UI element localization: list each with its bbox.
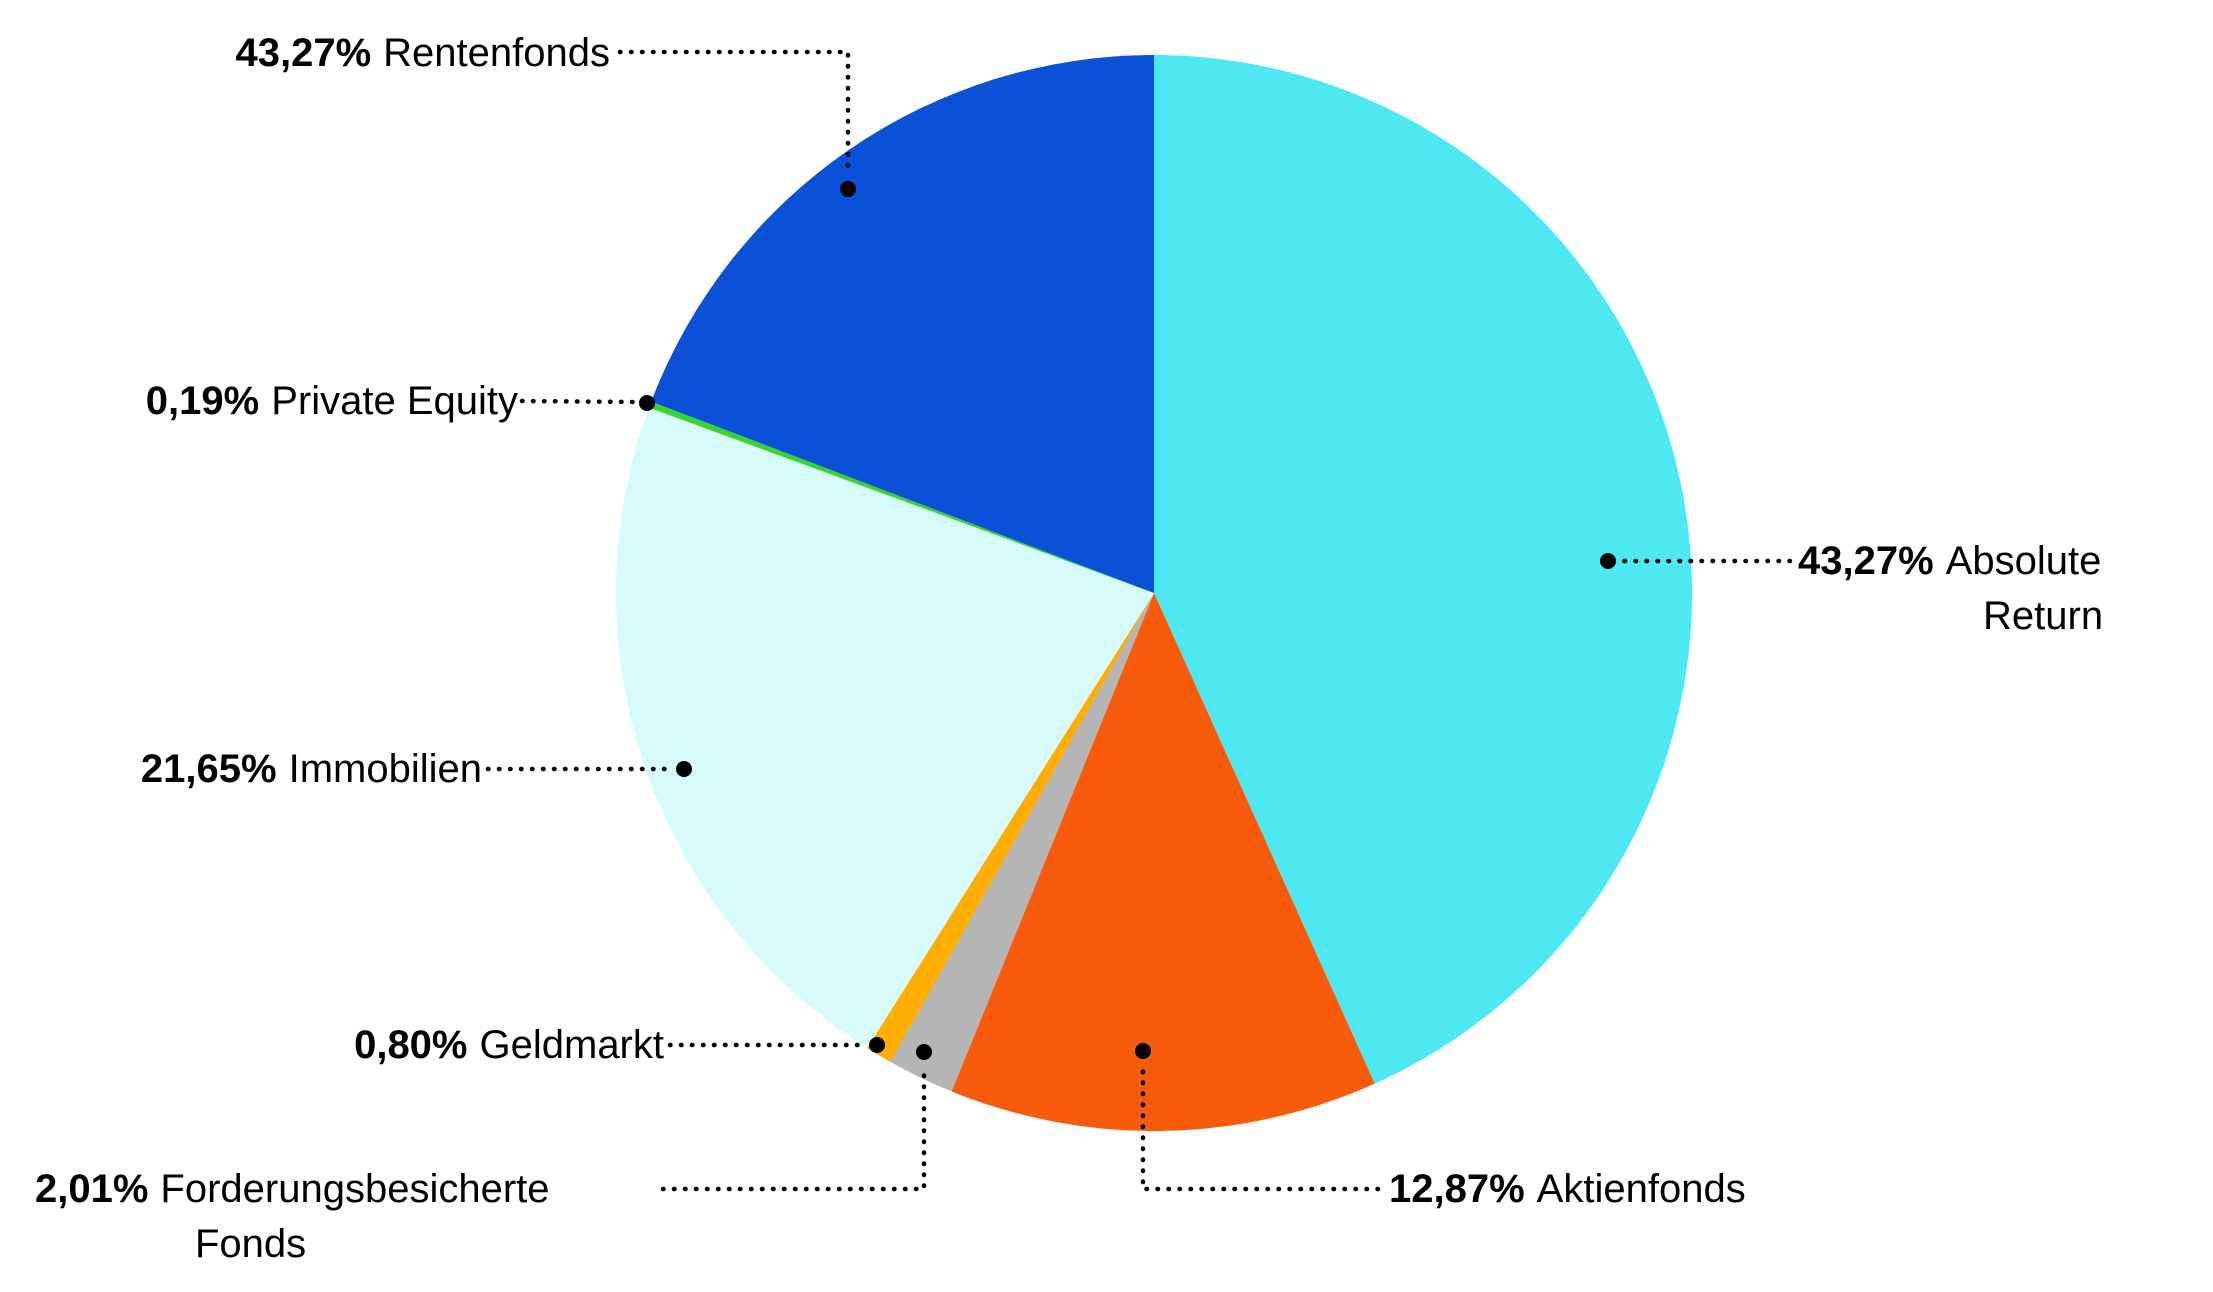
callout-dot-forderungsbesicherte-fonds	[916, 1044, 932, 1060]
label-private-equity-name: Private Equity	[271, 379, 518, 423]
label-aktienfonds: 12,87% Aktienfonds	[1389, 1162, 1746, 1217]
pie-slice-geldmarkt	[867, 593, 1154, 1062]
label-forderungsbesicherte-name-line1: Forderungsbesicherte	[160, 1167, 550, 1211]
label-geldmarkt-percent: 0,80%	[354, 1023, 468, 1067]
callout-dot-immobilien	[676, 761, 692, 777]
leader-line-rentenfonds	[617, 49, 851, 179]
leader-line-aktienfonds	[1140, 1061, 1381, 1192]
callout-dot-aktienfonds	[1135, 1043, 1151, 1059]
label-rentenfonds-percent: 43,27%	[235, 31, 372, 75]
callout-dot-geldmarkt	[869, 1037, 885, 1053]
label-forderungsbesicherte-fonds: 2,01% Forderungsbesicherte Fonds	[35, 1162, 550, 1272]
label-rentenfonds: 43,27% Rentenfonds	[80, 26, 610, 81]
callout-dot-absolute-return	[1600, 553, 1616, 569]
label-aktienfonds-name: Aktienfonds	[1536, 1167, 1746, 1211]
label-forderungsbesicherte-name-line2: Fonds	[195, 1222, 307, 1266]
callout-dot-rentenfonds	[840, 181, 856, 197]
label-forderungsbesicherte-line1: 2,01% Forderungsbesicherte	[35, 1162, 550, 1217]
pie-slice-immobilien	[615, 407, 1154, 1049]
pie-slice-forderungsbesicherte-fonds	[890, 593, 1154, 1092]
label-immobilien: 21,65% Immobilien	[56, 742, 482, 797]
label-rentenfonds-name: Rentenfonds	[383, 31, 610, 75]
label-absolute-return-line1: 43,27% Absolute	[1798, 534, 2103, 589]
label-immobilien-name: Immobilien	[288, 747, 482, 791]
label-private-equity: 0,19% Private Equity	[38, 374, 518, 429]
pie-slice-absolute-return	[1154, 55, 1692, 1084]
pie-slice-private-equity	[648, 401, 1154, 593]
label-geldmarkt: 0,80% Geldmarkt	[236, 1018, 664, 1073]
callout-dot-private-equity	[639, 395, 655, 411]
label-geldmarkt-name: Geldmarkt	[479, 1023, 665, 1067]
label-absolute-return-percent: 43,27%	[1798, 539, 1934, 583]
leader-line-forderungsbesicherte-fonds	[660, 1062, 927, 1192]
leader-line-private-equity	[519, 398, 637, 405]
pie-slice-rentenfonds	[651, 55, 1154, 593]
label-private-equity-percent: 0,19%	[145, 379, 260, 423]
pie-slice-aktienfonds	[951, 593, 1375, 1131]
label-absolute-return-name-line2: Return	[1983, 594, 2104, 638]
label-immobilien-percent: 21,65%	[140, 747, 277, 791]
label-forderungsbesicherte-percent: 2,01%	[35, 1167, 149, 1211]
label-absolute-return: 43,27% Absolute Return	[1798, 534, 2103, 644]
label-aktienfonds-percent: 12,87%	[1389, 1167, 1525, 1211]
label-absolute-return-name-line1: Absolute	[1945, 539, 2102, 583]
